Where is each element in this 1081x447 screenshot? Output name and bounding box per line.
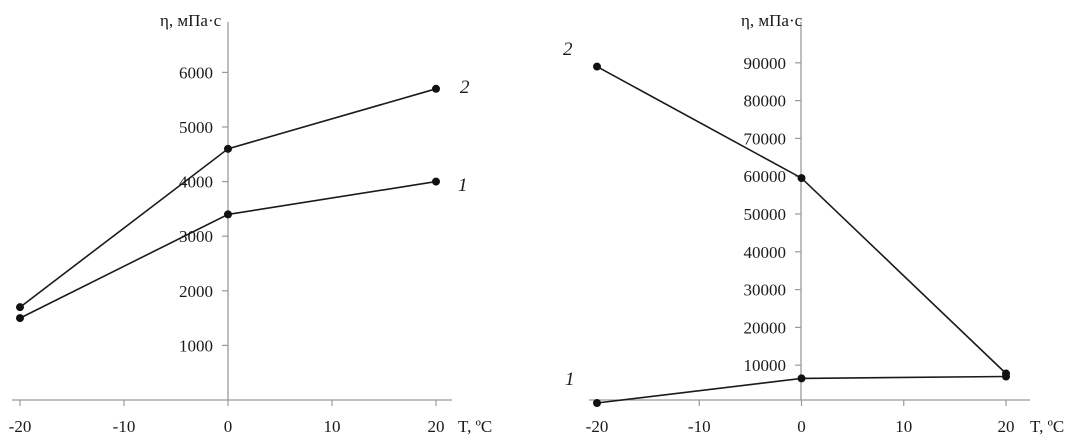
x-tick-label: 0 [797,417,806,436]
y-tick-label: 5000 [179,118,213,137]
y-tick-label: 10000 [744,356,787,375]
y-tick-label: 80000 [744,92,787,111]
y-tick-label: 4000 [179,173,213,192]
y-tick-label: 6000 [179,63,213,82]
data-point-series-2 [16,303,24,312]
series-label-1: 1 [565,369,575,390]
y-tick-label: 2000 [179,282,213,301]
x-tick-label: 20 [428,417,445,436]
series-label-1: 1 [458,175,468,196]
x-tick-label: 10 [324,417,341,436]
data-point-series-1 [16,314,24,323]
y-axis-title: η, мПа·с [741,11,803,30]
data-point-series-1 [224,210,232,219]
data-point-series-2 [432,84,440,93]
y-tick-label: 1000 [179,336,213,355]
y-tick-label: 90000 [744,54,787,73]
y-tick-label: 70000 [744,129,787,148]
y-tick-label: 3000 [179,227,213,246]
data-point-series-2 [1002,369,1010,378]
x-tick-label: 10 [895,417,912,436]
x-tick-label: -10 [688,417,711,436]
data-point-series-1 [797,374,806,383]
x-axis-title: T, ºC [1030,417,1064,436]
data-point-series-2 [593,62,601,71]
chart-right: -20 -10 0 10 20 10000 20000 30000 40000 50000 6000… [563,11,1064,436]
x-tick-label: -20 [9,417,32,436]
y-tick-label: 20000 [744,318,787,337]
x-axis-title: T, ºC [458,417,492,436]
data-point-series-2 [224,144,232,153]
y-tick-label: 40000 [744,243,787,262]
y-axis-title: η, мПа·с [160,11,222,30]
x-tick-label: 20 [998,417,1015,436]
x-tick-label: 0 [224,417,233,436]
data-point-series-1 [432,177,440,186]
y-tick-label: 60000 [744,167,787,186]
y-tick-label: 50000 [744,205,787,224]
x-tick-label: -10 [113,417,136,436]
series-label-2: 2 [563,39,573,60]
data-point-series-1 [593,399,601,407]
x-tick-label: -20 [586,417,609,436]
series-label-2: 2 [460,77,470,98]
y-tick-label: 30000 [744,281,787,300]
data-point-series-2 [797,174,806,183]
chart-left: -20 -10 0 10 20 1000 2000 3000 4000 5000 6000 η, мП… [9,11,493,436]
